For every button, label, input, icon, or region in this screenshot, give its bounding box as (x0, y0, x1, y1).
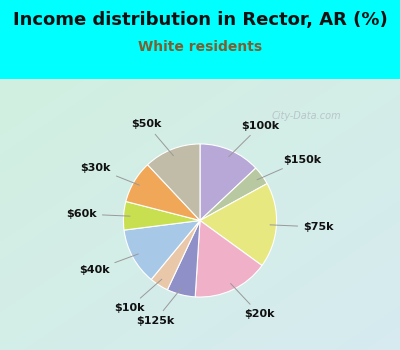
Text: $125k: $125k (136, 288, 182, 326)
Text: $20k: $20k (230, 284, 274, 319)
Wedge shape (151, 220, 200, 290)
Wedge shape (200, 168, 267, 220)
Text: $75k: $75k (270, 222, 334, 232)
Wedge shape (148, 144, 200, 220)
Text: $40k: $40k (79, 254, 138, 275)
Text: $100k: $100k (229, 121, 279, 157)
Text: $150k: $150k (257, 155, 322, 180)
Text: $10k: $10k (114, 279, 162, 313)
Wedge shape (124, 220, 200, 280)
Text: White residents: White residents (138, 40, 262, 54)
Text: Income distribution in Rector, AR (%): Income distribution in Rector, AR (%) (13, 10, 387, 28)
Wedge shape (195, 220, 262, 297)
Text: $60k: $60k (66, 209, 130, 219)
Text: City-Data.com: City-Data.com (272, 111, 342, 121)
Text: $50k: $50k (132, 119, 174, 156)
Wedge shape (126, 165, 200, 220)
Wedge shape (200, 184, 276, 266)
Wedge shape (168, 220, 200, 297)
Wedge shape (124, 202, 200, 230)
Text: $30k: $30k (81, 163, 140, 185)
Wedge shape (200, 144, 256, 220)
